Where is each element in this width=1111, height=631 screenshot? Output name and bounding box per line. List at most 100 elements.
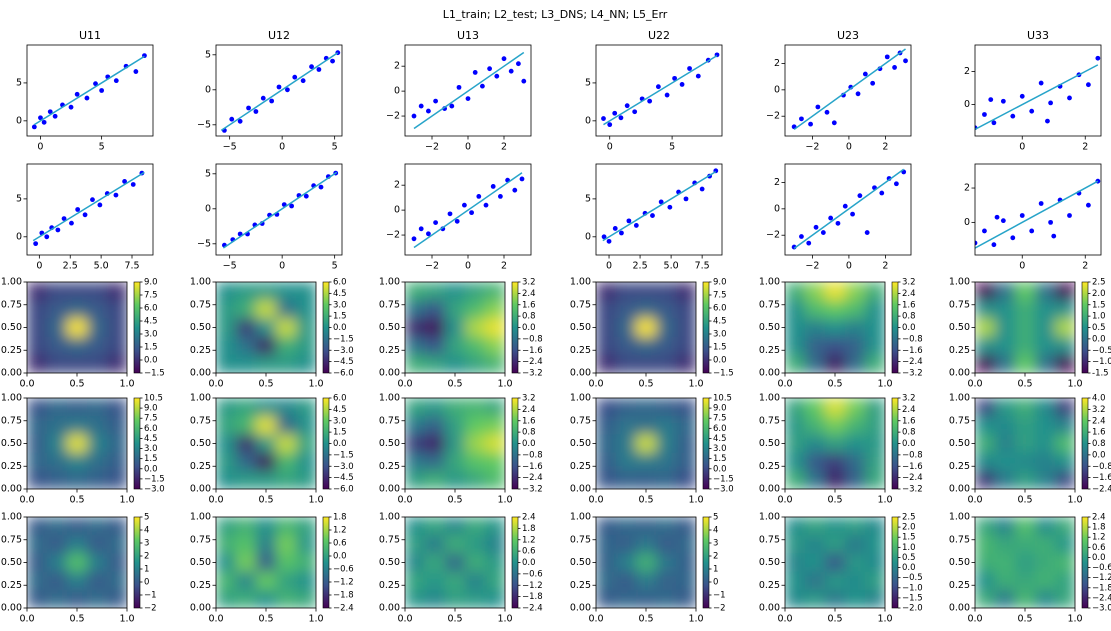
contour-cell [1015, 434, 1036, 454]
colorbar-tick-label: 0.0 [522, 323, 536, 333]
point [1019, 213, 1025, 218]
colorbar-tick-label: 0.6 [333, 539, 347, 549]
x-tick-label: 2 [501, 142, 507, 153]
contour-cell [425, 354, 446, 373]
y-tick-label: 0.25 [379, 461, 400, 472]
x-tick-label: 2 [882, 142, 888, 153]
plot-area [31, 53, 147, 130]
contour-cell [87, 318, 108, 338]
colorbar-tick-label: −1.5 [333, 334, 354, 344]
contour-cell [27, 398, 48, 417]
contour-cell [216, 300, 237, 319]
colorbar-tick-label: 3.2 [1092, 405, 1106, 415]
colorbar-tick-label: 3.0 [713, 330, 727, 340]
contour-cell [975, 517, 996, 536]
contour-cell [445, 553, 466, 573]
x-tick-label: 0.0 [588, 379, 603, 390]
point [494, 73, 500, 79]
contour-cell [1035, 300, 1056, 319]
colorbar-tick-label: 1.6 [902, 416, 916, 426]
y-tick-label: 2 [394, 61, 400, 72]
plot-area [222, 170, 339, 249]
contour-cell [995, 470, 1016, 489]
y-tick-label: 0.75 [949, 415, 970, 426]
x-tick-label: −2 [805, 142, 819, 153]
contour-cell [845, 354, 866, 373]
contour-cell [975, 416, 996, 435]
y-tick-label: 0 [964, 217, 970, 228]
y-tick-label: 0 [964, 99, 970, 110]
point [879, 190, 885, 196]
y-tick-label: 0.00 [1, 368, 22, 379]
x-tick-label: 0.0 [397, 379, 412, 390]
axes-frame [26, 163, 154, 256]
y-tick-label: 0.25 [759, 461, 780, 472]
y-tick-label: 0 [205, 84, 211, 95]
contour-cell [1035, 336, 1056, 356]
contour-cell [425, 571, 446, 591]
contour-cell [1035, 470, 1056, 489]
point [454, 218, 460, 224]
contour-cell [975, 553, 996, 573]
y-tick-label: 0.50 [190, 322, 211, 333]
y-tick-label: 0.75 [759, 534, 780, 545]
contour-cell [785, 452, 806, 472]
contour-cell [865, 398, 885, 417]
contour-cell [1015, 398, 1036, 417]
colorbar-tick-label: 3.0 [144, 444, 158, 454]
colorbar-tick-label: 0.0 [713, 464, 727, 474]
x-tick-label: 1.0 [1067, 379, 1082, 390]
contour-cell [1015, 452, 1036, 472]
y-tick-label: 0 [774, 203, 780, 214]
point [632, 109, 638, 115]
contour-cell [616, 398, 637, 417]
x-tick-label: 1.0 [688, 379, 703, 390]
contour-cell [216, 318, 237, 338]
contour-cell [405, 398, 426, 417]
contour-cell [995, 318, 1016, 338]
contour-cell [67, 318, 88, 338]
contour-cell [445, 416, 466, 435]
y-tick-label: 0.25 [379, 580, 400, 591]
plot-area [975, 55, 1101, 131]
colorbar-tick-label: −1 [144, 591, 157, 601]
contour-cell [1055, 300, 1075, 319]
contour-cell [236, 398, 257, 417]
column-title: U33 [1027, 29, 1049, 42]
contour-cell [67, 398, 88, 417]
point [316, 67, 322, 72]
field [596, 517, 696, 608]
contour-cell [636, 416, 657, 435]
contour-cell [616, 434, 637, 454]
contour-cell [825, 354, 846, 373]
plot-area [411, 51, 527, 130]
point [292, 74, 298, 80]
x-tick-label: 5 [669, 142, 675, 153]
contour-cell [845, 398, 866, 417]
x-tick-label: 0.0 [777, 495, 792, 506]
y-tick-label: 1.00 [759, 277, 780, 288]
colorbar-tick-label: 2.5 [1092, 278, 1106, 288]
point [687, 66, 692, 71]
x-tick-label: 0 [606, 261, 612, 272]
point [269, 98, 275, 104]
contour-cell [676, 434, 696, 454]
contour-cell [216, 398, 237, 417]
contour-cell [1035, 589, 1056, 608]
contour-cell [465, 452, 486, 472]
plot-area [411, 172, 525, 249]
contour-cell [656, 553, 677, 573]
x-tick-label: 0.0 [967, 495, 982, 506]
contour-cell [47, 589, 68, 608]
x-tick-label: 1.0 [497, 614, 512, 625]
point [483, 202, 489, 208]
contour-cell [296, 517, 316, 536]
contour-cell [87, 517, 108, 536]
colorbar-tick-label: −0.8 [1092, 462, 1111, 472]
colorbar-tick-label: 1.6 [522, 300, 536, 310]
point [330, 58, 335, 64]
axes-frame [974, 44, 1102, 137]
contour-cell [676, 336, 696, 356]
point [1086, 82, 1091, 88]
x-tick-label: 0.0 [208, 614, 223, 625]
